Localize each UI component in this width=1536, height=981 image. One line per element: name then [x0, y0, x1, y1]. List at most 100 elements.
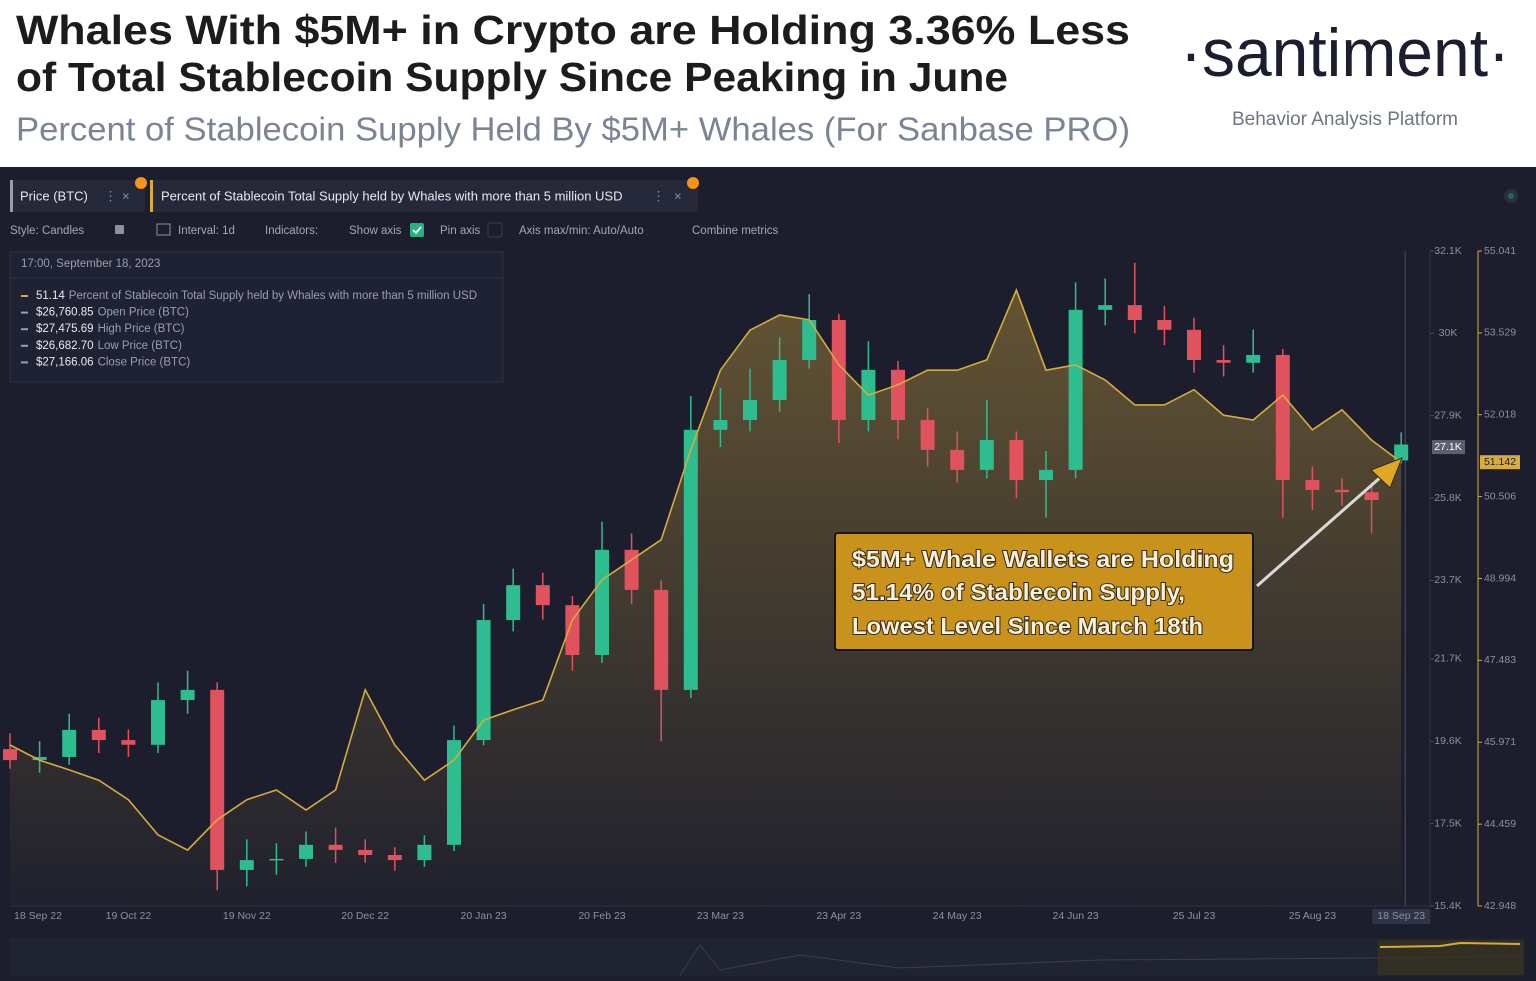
candle-body [269, 858, 284, 861]
whale-marker-bg [1480, 455, 1520, 470]
candle-body [595, 549, 609, 655]
candle-body [91, 729, 106, 741]
y2-tick-label: 47.483 [1484, 654, 1516, 666]
toolbar-item[interactable]: Style: Candles [10, 225, 84, 237]
candle-body [62, 729, 77, 757]
candle-body [624, 549, 639, 590]
whale-marker-label: 51.142 [1484, 456, 1516, 468]
tab-menu[interactable]: ⋮ [652, 188, 665, 203]
y2-tick-label: 50.506 [1484, 490, 1516, 502]
navigator-line [679, 944, 1525, 976]
y2-tick-label: 55.041 [1484, 245, 1516, 257]
y-tick-label: 17.5K [1434, 817, 1461, 829]
annotation-text: $5M+ Whale Wallets are Holding [852, 546, 1234, 572]
status-dot [1504, 189, 1518, 203]
candle-body [1216, 360, 1231, 363]
tooltip-row: $27,166.06 Close Price (BTC) [36, 356, 190, 368]
y2-tick-label: 53.529 [1484, 327, 1516, 339]
y-tick-label: 25.8K [1434, 492, 1461, 504]
x-tick-label: 24 May 23 [933, 910, 982, 922]
candle-body [387, 855, 402, 861]
y-tick-label: 15.4K [1434, 900, 1461, 912]
candle-body [1098, 305, 1113, 310]
tooltip-row: $26,760.85 Open Price (BTC) [36, 307, 189, 319]
candle-body [683, 429, 698, 690]
candle-body [358, 849, 373, 856]
row-value: $26,760.85 [36, 307, 94, 319]
tab-menu[interactable]: ⋮ [104, 188, 117, 203]
navigator[interactable] [10, 938, 1524, 976]
candle-body [328, 844, 343, 850]
check [412, 226, 422, 235]
checkbox[interactable] [487, 222, 503, 238]
toolbar-item[interactable]: Combine metrics [692, 225, 779, 237]
candle-body [151, 700, 165, 745]
x-tick-label: 25 Aug 23 [1289, 910, 1336, 922]
candle-body [1187, 329, 1201, 361]
price-marker-label: 27.1K [1434, 441, 1461, 453]
y-tick-label: 30K [1439, 327, 1458, 339]
interval-icon [156, 223, 171, 236]
tooltip-date: 17:00, September 18, 2023 [21, 258, 160, 270]
annotation-text: Lowest Level Since March 18th [852, 613, 1203, 639]
candle-body [1335, 489, 1349, 493]
row-text: Low Price (BTC) [98, 340, 183, 352]
brand-tagline: Behavior Analysis Platform [1232, 109, 1458, 130]
metric-tab[interactable]: Percent of Stablecoin Total Supply held … [150, 177, 699, 212]
tooltip-row: $26,682.70 Low Price (BTC) [36, 340, 182, 352]
x-tick-label: 25 Jul 23 [1173, 910, 1216, 922]
candle-body [1364, 492, 1379, 501]
candle-body [121, 740, 136, 745]
color-swatch[interactable] [115, 225, 124, 234]
candle-body [239, 860, 254, 870]
row-text: Percent of Stablecoin Total Supply held … [69, 290, 477, 302]
tab-close[interactable]: × [674, 188, 682, 203]
title-line: of Total Stablecoin Supply Since Peaking… [16, 54, 1008, 100]
candle-body [476, 620, 491, 741]
candle-body [210, 689, 225, 870]
checkbox[interactable] [410, 223, 424, 237]
toolbar: Style: Candles Interval: 1d Indicators: Sho… [10, 222, 779, 238]
toolbar-item[interactable]: Interval: 1d [178, 225, 235, 237]
x-tick-label: 23 Mar 23 [697, 910, 744, 922]
candle-body [1009, 440, 1024, 481]
y-tick-label: 32.1K [1434, 245, 1461, 257]
y2-tick-label: 44.459 [1484, 818, 1516, 830]
tooltip-rows: 51.14 Percent of Stablecoin Total Supply … [21, 290, 477, 368]
y-tick-label: 19.6K [1434, 735, 1461, 747]
candle-body [1039, 469, 1053, 481]
candle-body [1068, 309, 1083, 470]
toolbar-item[interactable]: Indicators: [265, 225, 318, 237]
annotation-text: 51.14% of Stablecoin Supply, [852, 579, 1185, 605]
x-tick-label: 20 Jan 23 [461, 910, 507, 922]
metric-tab[interactable]: Price (BTC) ⋮ × [10, 177, 147, 212]
candle-body [1394, 444, 1409, 461]
x-tick-label: 19 Oct 22 [106, 910, 152, 922]
candle-body [891, 369, 905, 421]
candle-body [950, 449, 965, 470]
candle-body [1127, 305, 1142, 321]
toolbar-item[interactable]: Show axis [349, 225, 402, 237]
candle-body [979, 440, 994, 470]
x-tick-label: 23 Apr 23 [816, 910, 861, 922]
annotation-box [834, 532, 1254, 651]
candle-body [1246, 354, 1261, 363]
toolbar-item[interactable]: Axis max/min: Auto/Auto [519, 225, 644, 237]
candle-body [506, 585, 521, 621]
candle-body [772, 360, 787, 401]
tab-bg [150, 180, 698, 212]
candle-body [831, 320, 846, 421]
candle-body [32, 756, 47, 761]
candle-body [920, 420, 935, 450]
candle-body [654, 589, 669, 690]
x-tick-label: 18 Sep 22 [14, 910, 62, 922]
row-value: $26,682.70 [36, 340, 94, 352]
toolbar-item[interactable]: Pin axis [440, 225, 481, 237]
area-fill [10, 290, 1402, 907]
candle-body [565, 605, 580, 655]
tab-close[interactable]: × [122, 188, 130, 203]
candle-body [713, 420, 728, 430]
tab-accent [10, 180, 13, 212]
title-line: Whales With $5M+ in Crypto are Holding 3… [16, 7, 1130, 53]
